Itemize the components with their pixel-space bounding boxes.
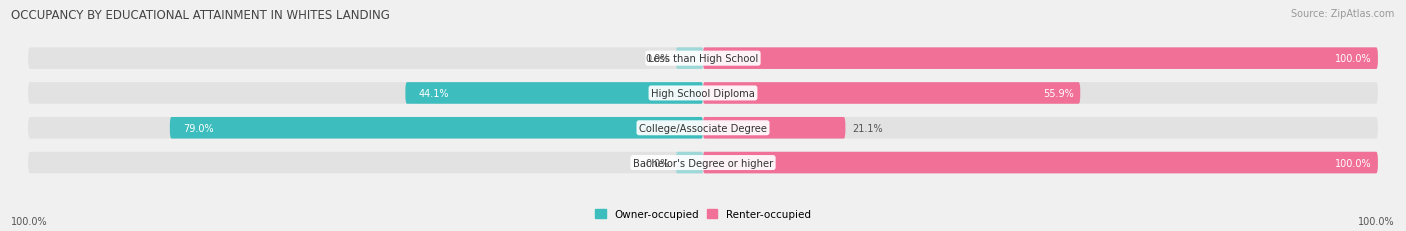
FancyBboxPatch shape [703, 118, 845, 139]
FancyBboxPatch shape [405, 83, 703, 104]
Text: College/Associate Degree: College/Associate Degree [638, 123, 768, 133]
Text: Source: ZipAtlas.com: Source: ZipAtlas.com [1291, 9, 1395, 19]
Text: 21.1%: 21.1% [852, 123, 883, 133]
FancyBboxPatch shape [28, 152, 1378, 174]
Legend: Owner-occupied, Renter-occupied: Owner-occupied, Renter-occupied [591, 205, 815, 224]
FancyBboxPatch shape [28, 48, 1378, 70]
Text: 100.0%: 100.0% [11, 216, 48, 226]
Text: 0.0%: 0.0% [645, 158, 669, 168]
Text: 100.0%: 100.0% [1334, 158, 1371, 168]
Text: Bachelor's Degree or higher: Bachelor's Degree or higher [633, 158, 773, 168]
Text: 0.0%: 0.0% [645, 54, 669, 64]
FancyBboxPatch shape [703, 152, 1378, 174]
Text: OCCUPANCY BY EDUCATIONAL ATTAINMENT IN WHITES LANDING: OCCUPANCY BY EDUCATIONAL ATTAINMENT IN W… [11, 9, 389, 22]
Text: 100.0%: 100.0% [1334, 54, 1371, 64]
FancyBboxPatch shape [170, 118, 703, 139]
Text: High School Diploma: High School Diploma [651, 88, 755, 99]
FancyBboxPatch shape [676, 152, 703, 174]
Text: 44.1%: 44.1% [419, 88, 450, 99]
FancyBboxPatch shape [703, 83, 1080, 104]
FancyBboxPatch shape [703, 48, 1378, 70]
Text: Less than High School: Less than High School [648, 54, 758, 64]
FancyBboxPatch shape [676, 48, 703, 70]
Text: 55.9%: 55.9% [1043, 88, 1074, 99]
FancyBboxPatch shape [28, 83, 1378, 104]
Text: 79.0%: 79.0% [183, 123, 214, 133]
FancyBboxPatch shape [28, 118, 1378, 139]
Text: 100.0%: 100.0% [1358, 216, 1395, 226]
